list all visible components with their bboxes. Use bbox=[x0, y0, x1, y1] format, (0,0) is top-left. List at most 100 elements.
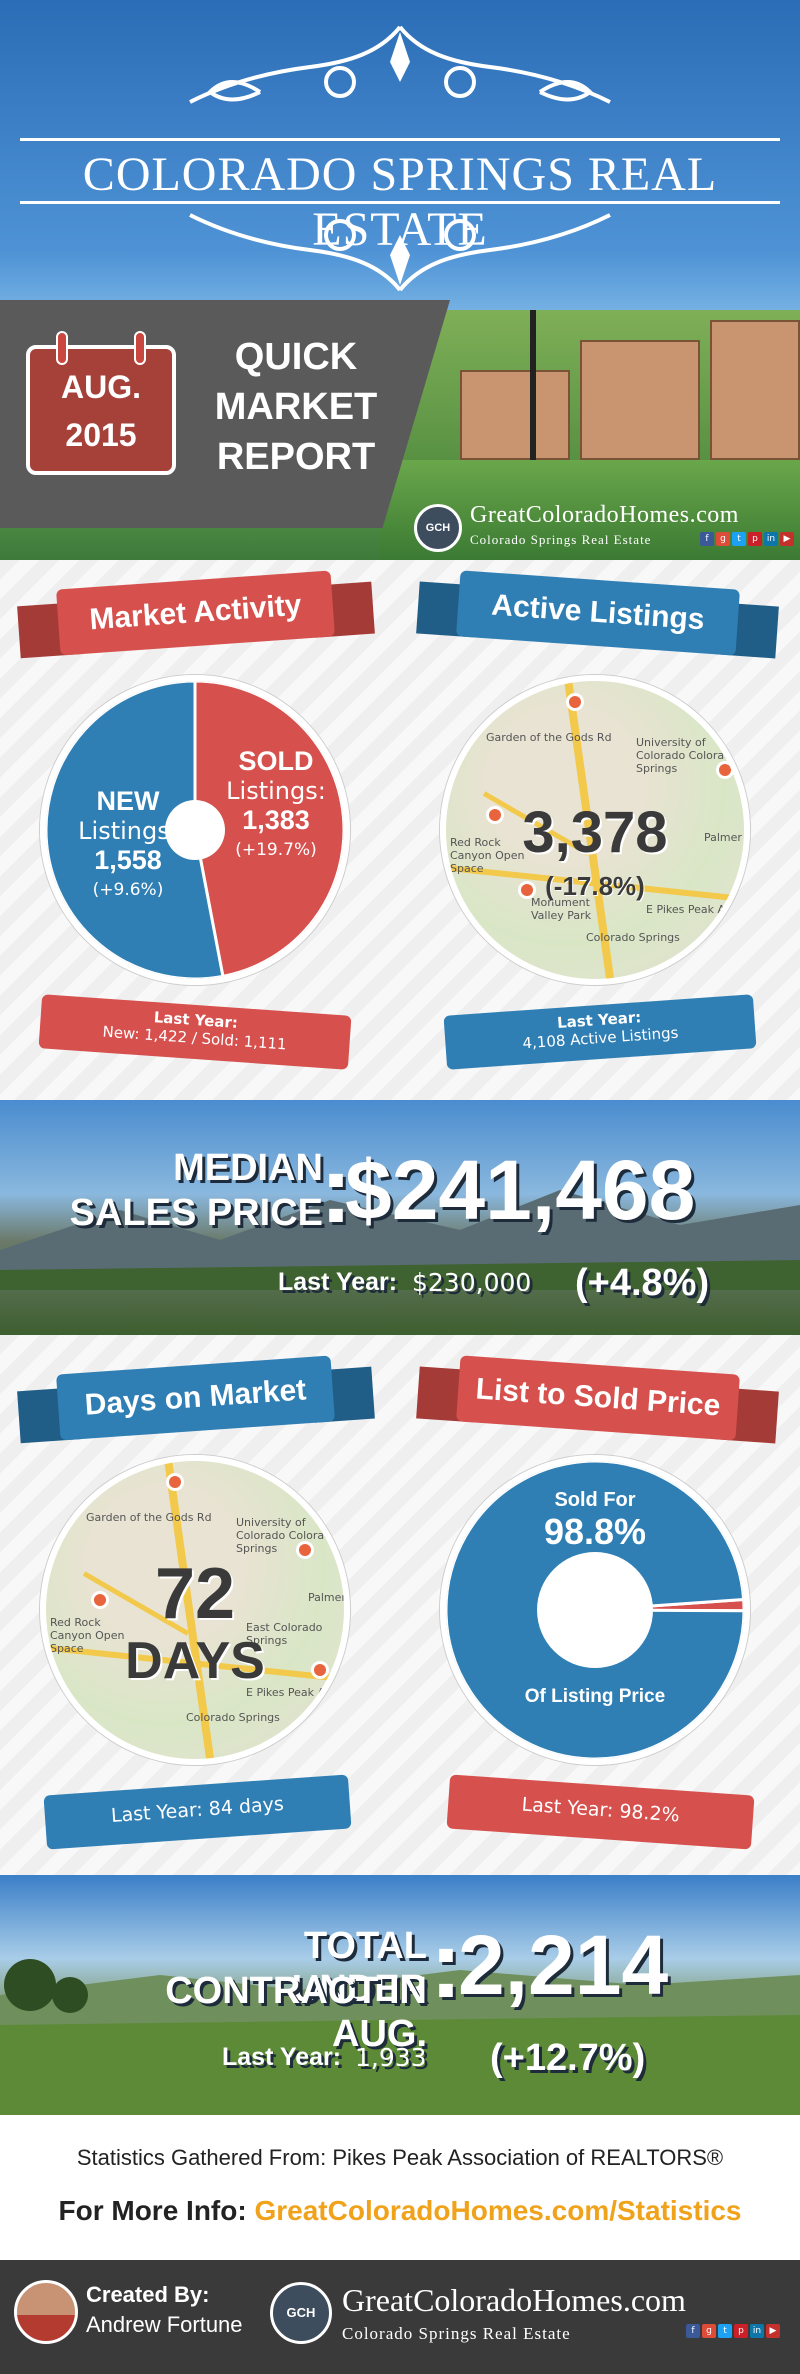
active-listings-value: 3,378 bbox=[522, 800, 668, 865]
report-line: MARKET bbox=[214, 386, 378, 428]
sold-for-label: Sold For bbox=[554, 1489, 636, 1511]
house-shape bbox=[710, 320, 800, 460]
calendar-icon: AUG. 2015 bbox=[26, 331, 176, 475]
active-listings-change: (-17.8%) bbox=[545, 871, 645, 901]
sources-text: Statistics Gathered From: Pikes Peak Ass… bbox=[76, 2145, 724, 2170]
pie-hole bbox=[537, 1552, 653, 1668]
report-month: AUG. bbox=[61, 369, 141, 405]
google-plus-icon[interactable]: g bbox=[702, 2324, 716, 2338]
map-label: Palmer bbox=[308, 1591, 346, 1604]
map-label: Garden of the Gods Rd bbox=[486, 731, 612, 744]
contract-last-year-label: Last Year: bbox=[222, 2043, 342, 2071]
more-info-line: For More Info: GreatColoradoHomes.com/St… bbox=[0, 2195, 800, 2227]
linkedin-icon[interactable]: in bbox=[750, 2324, 764, 2338]
map-label: E Pikes Peak Av bbox=[646, 903, 731, 916]
new-listings-change: (+9.6%) bbox=[92, 880, 164, 900]
brand-tagline: Colorado Springs Real Estate bbox=[342, 2324, 571, 2343]
days-last-year: Last Year: 84 days bbox=[43, 1774, 352, 1850]
median-change: (+4.8%) bbox=[575, 1262, 710, 1304]
meadow-icon bbox=[0, 1959, 800, 2115]
social-icons: f g t p in ▶ bbox=[686, 2324, 780, 2338]
new-slice bbox=[46, 681, 225, 979]
footer-logo[interactable]: GCH GreatColoradoHomes.com Colorado Spri… bbox=[270, 2272, 790, 2362]
list-to-sold-value: 98.8% bbox=[543, 1511, 647, 1552]
map-pin-icon bbox=[566, 693, 584, 711]
linkedin-icon[interactable]: in bbox=[764, 532, 778, 546]
ribbon-list-to-sold: List to Sold Price bbox=[416, 1353, 780, 1444]
days-map: Garden of the Gods Rd University of Colo… bbox=[40, 1455, 350, 1765]
map-label: East Colorado Springs bbox=[246, 1621, 323, 1647]
contract-value: 2,214 bbox=[458, 1918, 669, 2012]
author-name: Andrew Fortune bbox=[86, 2312, 243, 2337]
pie-hole bbox=[165, 800, 225, 860]
ornament-bottom-icon bbox=[189, 213, 611, 292]
brand-tagline: Colorado Springs Real Estate bbox=[470, 532, 652, 547]
twitter-icon[interactable]: t bbox=[718, 2324, 732, 2338]
contract-section: TOTAL UNDER CONTRACT IN AUG. : 2,214 Las… bbox=[0, 1875, 800, 2115]
sold-label: SOLD bbox=[238, 746, 314, 776]
new-label: NEW bbox=[96, 786, 160, 816]
twitter-icon[interactable]: t bbox=[732, 532, 746, 546]
brand-logo[interactable]: GCH GreatColoradoHomes.com Colorado Spri… bbox=[414, 500, 794, 555]
social-icons: f g t p in ▶ bbox=[700, 532, 794, 546]
brand-badge-icon: GCH bbox=[414, 504, 462, 552]
contract-change: (+12.7%) bbox=[490, 2037, 646, 2079]
map-label: Monument Valley Park bbox=[531, 896, 592, 922]
contract-label: CONTRACT IN AUG. bbox=[165, 1970, 427, 2055]
ornament-top-icon bbox=[189, 25, 611, 104]
report-year: 2015 bbox=[65, 417, 137, 453]
facebook-icon[interactable]: f bbox=[700, 532, 714, 546]
new-sublabel: Listings: bbox=[78, 817, 178, 845]
active-listings-map: Garden of the Gods Rd University of Colo… bbox=[440, 675, 750, 985]
ribbon-market-activity: Market Activity bbox=[16, 568, 375, 659]
house-shape bbox=[460, 370, 570, 460]
more-info-label: For More Info: bbox=[58, 2195, 247, 2226]
calendar-ring bbox=[56, 331, 68, 365]
contract-last-year-value: 1,933 bbox=[355, 2043, 427, 2072]
contract-colon: : bbox=[430, 1911, 462, 2018]
days-on-market-value: 72 bbox=[154, 1554, 236, 1634]
google-plus-icon[interactable]: g bbox=[716, 532, 730, 546]
report-line: QUICK bbox=[234, 336, 358, 378]
statistics-link[interactable]: GreatColoradoHomes.com/Statistics bbox=[254, 2195, 742, 2226]
list-to-sold-chart bbox=[446, 1461, 744, 1759]
days-unit: DAYS bbox=[125, 1632, 265, 1690]
brand-name: GreatColoradoHomes.com bbox=[470, 502, 739, 528]
sold-sublabel: Listings: bbox=[226, 777, 326, 805]
created-by-label: Created By: bbox=[86, 2282, 210, 2307]
new-listings-value: 1,558 bbox=[94, 845, 162, 875]
pinterest-icon[interactable]: p bbox=[734, 2324, 748, 2338]
ribbon-days-on-market: Days on Market bbox=[16, 1353, 375, 1444]
map-pin-icon bbox=[166, 1473, 184, 1491]
footer: Created By: Andrew Fortune GCH GreatColo… bbox=[0, 2260, 800, 2374]
days-section: Days on Market Garden of the Gods Rd Uni… bbox=[0, 1335, 800, 1875]
sold-listings-value: 1,383 bbox=[242, 805, 310, 835]
median-price-value: $241,468 bbox=[345, 1143, 696, 1237]
sold-listings-change: (+19.7%) bbox=[235, 840, 317, 860]
map-pin-icon bbox=[518, 881, 536, 899]
pinterest-icon[interactable]: p bbox=[748, 532, 762, 546]
report-heading: QUICK MARKET REPORT bbox=[196, 332, 396, 482]
contract-label: TOTAL UNDER bbox=[291, 1925, 427, 2010]
median-label: SALES PRICE bbox=[69, 1192, 323, 1234]
map-label: Garden of the Gods Rd bbox=[86, 1511, 212, 1524]
median-last-year-label: Last Year: bbox=[278, 1268, 398, 1296]
map-pin-icon bbox=[91, 1591, 109, 1609]
sources-section: Statistics Gathered From: Pikes Peak Ass… bbox=[0, 2115, 800, 2260]
facebook-icon[interactable]: f bbox=[686, 2324, 700, 2338]
calendar-ring bbox=[134, 331, 146, 365]
youtube-icon[interactable]: ▶ bbox=[780, 532, 794, 546]
map-label: E Pikes Peak Av bbox=[246, 1686, 331, 1699]
median-last-year-value: $230,000 bbox=[412, 1268, 532, 1297]
map-pin-icon bbox=[311, 1661, 329, 1679]
brand-name: GreatColoradoHomes.com bbox=[342, 2282, 686, 2318]
sold-slice bbox=[193, 681, 344, 979]
house-shape bbox=[580, 340, 700, 460]
map-label: Red Rock Canyon Open Space bbox=[450, 836, 525, 875]
header-banner: COLORADO SPRINGS REAL ESTATE AUG. 2015 Q… bbox=[0, 0, 800, 560]
map-pin-icon bbox=[486, 806, 504, 824]
page-title: COLORADO SPRINGS REAL ESTATE bbox=[82, 148, 718, 256]
map-label: University of Colorado Colorado Springs bbox=[636, 736, 738, 775]
map-label: Palmer bbox=[704, 831, 742, 844]
youtube-icon[interactable]: ▶ bbox=[766, 2324, 780, 2338]
